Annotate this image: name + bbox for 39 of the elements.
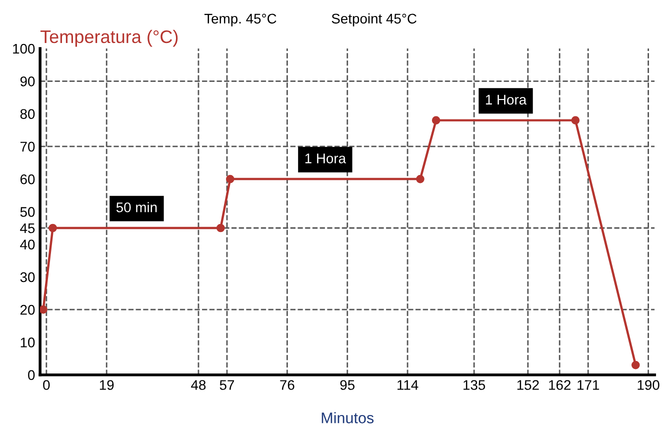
x-tick-label: 48 <box>191 380 206 390</box>
point <box>432 116 440 124</box>
y-tick-label: 90 <box>20 76 35 86</box>
y-tick-label: 20 <box>20 304 35 315</box>
x-tick-label: 162 <box>549 380 570 390</box>
y-tick-label: 10 <box>20 338 35 348</box>
point <box>631 360 640 370</box>
x-tick-label: 57 <box>220 380 234 390</box>
point <box>226 174 234 184</box>
x-tick-label: 190 <box>638 380 660 390</box>
text: Setpoint 45°C <box>332 13 416 26</box>
y-tick-label: 50 <box>20 207 35 217</box>
x-tick-label: 135 <box>464 380 486 390</box>
point <box>216 224 225 232</box>
annotation: 1 Hora <box>486 94 527 105</box>
y-tick-label: 30 <box>20 272 35 282</box>
y-tick-label: 70 <box>20 142 35 152</box>
y-tick-label: 80 <box>20 109 35 119</box>
point <box>416 174 424 184</box>
y-tick-label: 0 <box>28 370 35 380</box>
x-tick-label: 0 <box>43 380 50 390</box>
x-axis-title: Minutos <box>322 412 374 424</box>
x-tick-label: 152 <box>517 380 539 390</box>
annotation: 1 Hora <box>305 154 346 164</box>
x-tick-label: 114 <box>398 380 418 390</box>
annotation: 50 min <box>116 202 157 212</box>
y-tick-label: 40 <box>20 240 35 250</box>
text: Temp. 45°C <box>204 14 276 26</box>
chart-title: Temperatura (°C) <box>40 30 178 47</box>
y-tick-label: 100 <box>13 44 35 54</box>
y-tick-label: 60 <box>20 174 35 184</box>
point <box>40 305 48 314</box>
x-tick-label: 19 <box>100 380 114 390</box>
point <box>571 116 580 124</box>
x-tick-label: 76 <box>280 380 294 390</box>
x-tick-label: 171 <box>578 380 600 390</box>
point <box>48 224 57 232</box>
y-tick-label: 45 <box>20 223 35 234</box>
x-tick-label: 95 <box>340 380 355 390</box>
